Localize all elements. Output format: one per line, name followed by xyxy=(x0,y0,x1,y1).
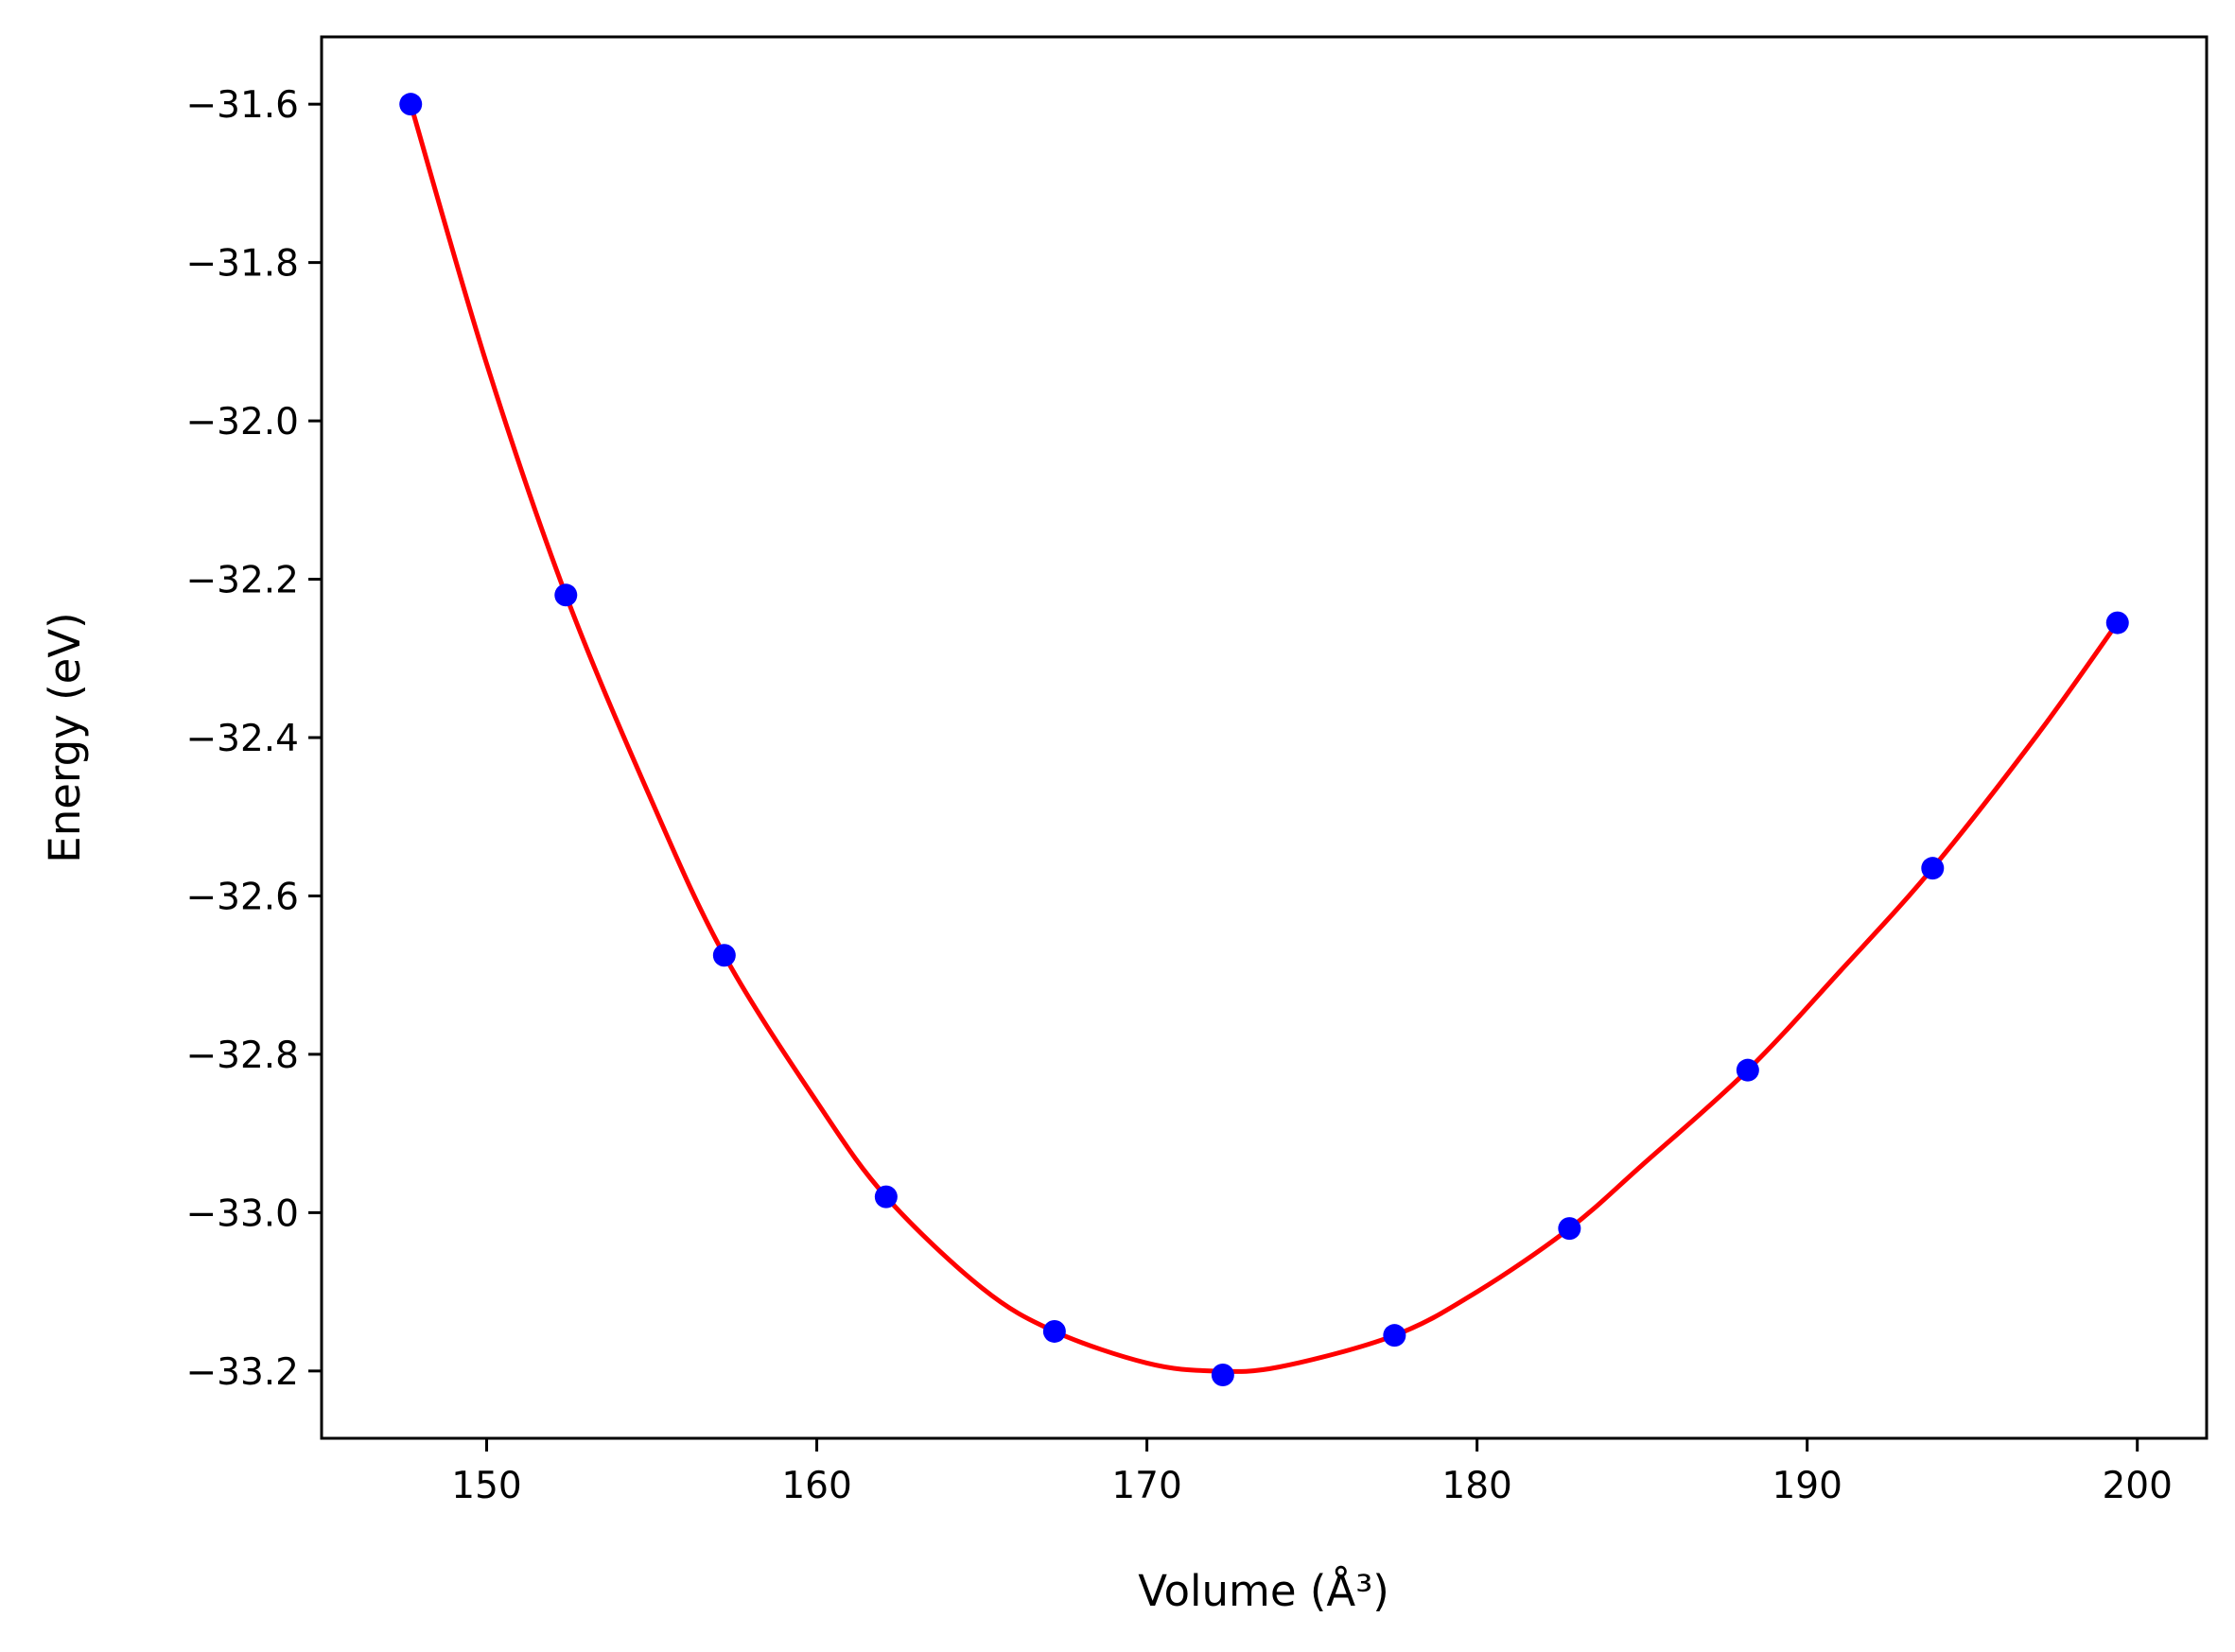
x-tick-label: 190 xyxy=(1772,1465,1842,1507)
data-point xyxy=(1042,1319,1066,1343)
y-tick-label: −31.6 xyxy=(185,84,299,127)
data-point xyxy=(874,1185,898,1209)
data-point xyxy=(712,944,736,967)
x-axis-ticks: 150 160 170 180 190 200 xyxy=(451,1438,2173,1507)
y-axis-title: Energy (eV) xyxy=(40,612,90,862)
data-point xyxy=(2105,611,2129,635)
x-axis-title: Volume (Å³) xyxy=(1138,1566,1389,1616)
y-tick-label: −32.4 xyxy=(185,718,299,760)
data-point xyxy=(399,93,423,116)
x-tick-label: 160 xyxy=(781,1465,851,1507)
data-point xyxy=(1558,1217,1581,1241)
x-tick-label: 150 xyxy=(451,1465,521,1507)
x-tick-label: 170 xyxy=(1111,1465,1181,1507)
data-point xyxy=(1921,857,1945,880)
y-tick-label: −33.0 xyxy=(185,1192,299,1235)
x-tick-label: 200 xyxy=(2102,1465,2172,1507)
y-tick-label: −32.0 xyxy=(185,401,299,443)
y-tick-label: −32.2 xyxy=(185,560,299,602)
y-axis-ticks: −31.6 −31.8 −32.0 −32.2 −32.4 −32.6 −32.8 −33.0… xyxy=(185,84,322,1394)
data-point xyxy=(1383,1324,1406,1348)
fit-curve-line xyxy=(408,103,2120,1374)
y-tick-label: −32.6 xyxy=(185,876,299,918)
y-tick-label: −33.2 xyxy=(185,1351,299,1394)
y-tick-label: −31.8 xyxy=(185,243,299,286)
plot-area xyxy=(322,37,2207,1438)
data-point xyxy=(1736,1058,1759,1082)
x-tick-label: 180 xyxy=(1441,1465,1511,1507)
fit-curve-layer xyxy=(408,103,2120,1374)
data-points-layer xyxy=(399,93,2129,1387)
data-point xyxy=(1211,1364,1234,1387)
data-point xyxy=(554,583,578,607)
y-tick-label: −32.8 xyxy=(185,1035,299,1077)
